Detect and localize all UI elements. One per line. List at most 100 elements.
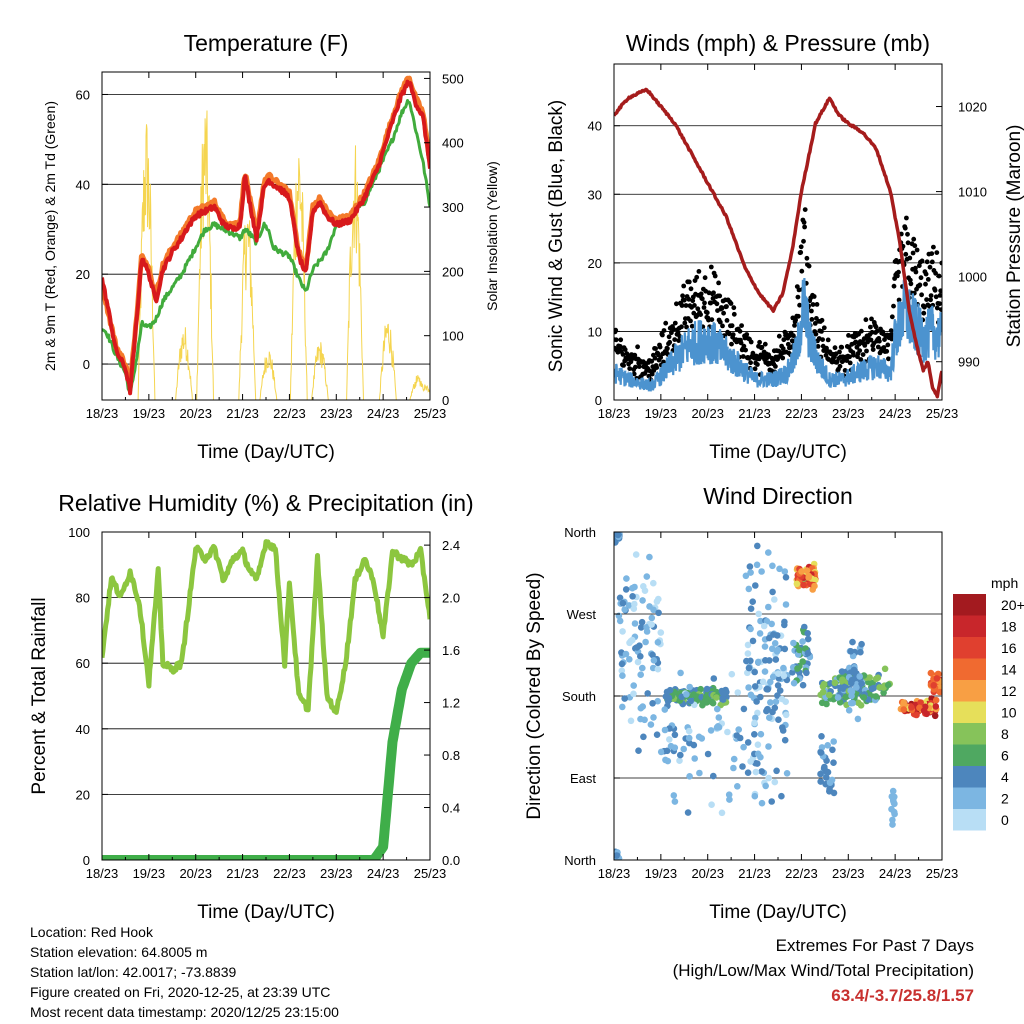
direction-point: [798, 568, 805, 575]
gust-point: [801, 220, 807, 225]
gust-point: [888, 328, 894, 333]
direction-point: [725, 791, 733, 798]
direction-point: [690, 741, 698, 749]
gust-point: [622, 347, 628, 352]
direction-point: [739, 763, 746, 770]
gust-point: [839, 344, 845, 350]
direction-point: [634, 658, 642, 666]
direction-point: [932, 703, 940, 710]
y-tick-label: 20: [588, 256, 602, 271]
gust-point: [728, 301, 734, 306]
direction-point: [804, 649, 812, 657]
gust-point: [939, 260, 942, 266]
direction-point: [753, 561, 761, 569]
gust-point: [679, 324, 684, 330]
direction-point: [831, 679, 839, 687]
y-right-tick-label: 2.0: [442, 591, 460, 606]
direction-point: [900, 706, 908, 713]
legend-swatch: [953, 787, 986, 809]
direction-point: [804, 630, 811, 637]
x-tick-label: 20/23: [179, 406, 212, 421]
extremes-values: 63.4/-3.7/25.8/1.57: [831, 986, 974, 1005]
legend-swatch: [953, 615, 986, 637]
direction-point: [848, 676, 856, 684]
x-tick-label: 24/23: [367, 406, 400, 421]
gust-point: [692, 303, 697, 308]
y-right-tick-label: 1.6: [442, 643, 460, 658]
temperature-xlabel: Time (Day/UTC): [197, 442, 335, 463]
direction-point: [657, 748, 665, 756]
gust-point: [819, 317, 825, 323]
y-right-tick-label: 0.4: [442, 801, 460, 816]
direction-point: [633, 644, 641, 651]
gust-point: [791, 333, 796, 339]
gust-point: [688, 318, 693, 324]
direction-point: [781, 618, 788, 626]
gust-point: [672, 320, 678, 326]
direction-point: [650, 657, 658, 664]
gust-point: [620, 352, 626, 357]
direction-point: [776, 565, 783, 573]
gust-point: [686, 296, 692, 302]
gust-point: [704, 310, 710, 316]
direction-point: [744, 650, 752, 657]
y-right-tick-label: 200: [442, 264, 464, 279]
direction-point: [758, 768, 765, 775]
x-tick-label: 22/23: [273, 406, 306, 421]
direction-point: [817, 770, 824, 778]
direction-point: [778, 792, 785, 800]
direction-point: [655, 595, 662, 603]
direction-point: [765, 603, 772, 611]
direction-point: [769, 588, 776, 596]
gust-point: [870, 347, 876, 352]
gust-point: [618, 337, 624, 343]
gust-point: [846, 333, 851, 338]
gust-point: [896, 297, 902, 303]
direction-point: [799, 658, 806, 665]
y-tick-label: 80: [76, 591, 90, 606]
gust-point: [933, 294, 939, 300]
x-tick-label: 19/23: [133, 406, 166, 421]
direction-point: [931, 712, 939, 720]
direction-point: [803, 669, 810, 677]
gust-point: [922, 304, 927, 310]
direction-point: [662, 756, 669, 764]
direction-point: [756, 630, 764, 637]
y-right-tick-label: 400: [442, 136, 464, 151]
direction-point: [842, 693, 849, 701]
gust-point: [654, 365, 660, 370]
direction-point: [734, 689, 742, 696]
direction-point: [889, 787, 897, 795]
gust-point: [672, 337, 678, 342]
gust-point: [717, 319, 723, 325]
direction-point: [849, 699, 856, 707]
gust-point: [896, 269, 901, 275]
gust-point: [711, 290, 716, 296]
legend-swatch: [953, 701, 986, 723]
direction-point: [757, 693, 764, 701]
legend-label: 12: [1001, 683, 1017, 699]
gust-point: [724, 318, 730, 323]
gust-point: [884, 348, 890, 354]
direction-point: [713, 694, 720, 701]
direction-point: [626, 639, 633, 647]
direction-point: [933, 675, 941, 682]
direction-point: [630, 690, 637, 698]
gust-point: [755, 362, 760, 367]
y-right-tick-label: 2.4: [442, 538, 460, 553]
direction-point: [768, 620, 775, 628]
direction-point: [830, 789, 838, 797]
y-right-tick-label: 1020: [958, 100, 987, 115]
direction-point: [765, 743, 772, 750]
direction-point: [775, 670, 782, 677]
dewpoint-line: [102, 99, 430, 395]
legend-swatch: [953, 723, 986, 745]
direction-point: [768, 645, 776, 653]
direction-point: [639, 597, 646, 604]
y-right-tick-label: 1.2: [442, 696, 460, 711]
direction-point: [701, 697, 709, 705]
gust-point: [665, 346, 670, 351]
x-tick-label: 25/23: [926, 866, 959, 881]
gust-point: [858, 357, 864, 362]
gust-point: [683, 303, 689, 308]
